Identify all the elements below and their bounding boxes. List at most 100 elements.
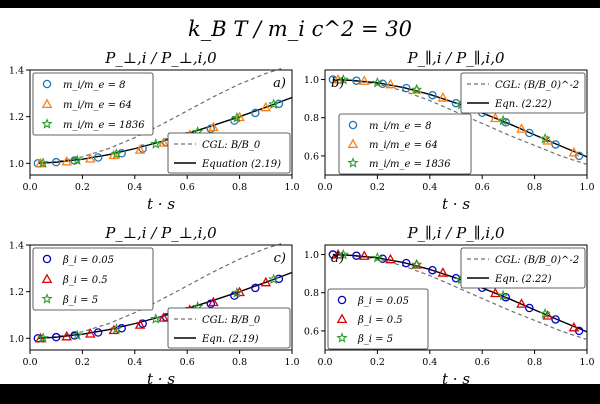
x-axis-label: t · s bbox=[147, 195, 175, 213]
legend-marker-star bbox=[41, 118, 53, 129]
data-point-triangle bbox=[516, 123, 527, 133]
legend-label: β_i = 5 bbox=[357, 334, 393, 345]
axes-frame-c bbox=[29, 244, 293, 351]
data-point-triangle bbox=[516, 298, 527, 308]
data-point-triangle bbox=[437, 92, 449, 102]
legend-marker-circle bbox=[348, 120, 358, 130]
legend-label: CGL: B/B_0 bbox=[202, 140, 261, 151]
data-point-triangle bbox=[158, 312, 169, 322]
y-tick-label: 0.8 bbox=[304, 113, 319, 124]
series-line-dashed bbox=[332, 78, 588, 166]
x-tick-label: 0.6 bbox=[475, 357, 490, 368]
y-tick-label: 1.2 bbox=[9, 112, 24, 123]
legend-label: Eqn. (2.22) bbox=[494, 99, 552, 110]
data-point-circle bbox=[274, 274, 284, 284]
data-point-triangle bbox=[260, 276, 272, 287]
data-point-circle bbox=[206, 299, 216, 309]
x-tick-label: 0.4 bbox=[127, 182, 142, 193]
x-tick-label: 0.4 bbox=[422, 182, 437, 193]
x-tick-label: 0.8 bbox=[232, 182, 247, 193]
data-point-star bbox=[110, 323, 123, 334]
x-tick-label: 0.6 bbox=[475, 182, 490, 193]
y-tick-label: 1.0 bbox=[9, 159, 24, 170]
legend-marker-star bbox=[41, 293, 53, 304]
axes-frame-d bbox=[324, 244, 588, 351]
data-point-triangle bbox=[568, 321, 580, 332]
data-point-circle bbox=[206, 124, 216, 134]
data-point-triangle bbox=[542, 135, 554, 145]
legend-frame bbox=[327, 288, 429, 350]
data-point-triangle bbox=[158, 137, 169, 147]
figure-background bbox=[0, 8, 600, 384]
legend-frame bbox=[338, 113, 472, 175]
x-tick-label: 0.8 bbox=[527, 357, 542, 368]
x-tick-label: 1.0 bbox=[579, 357, 594, 368]
legend-marker-triangle bbox=[336, 313, 348, 324]
x-tick-label: 1.0 bbox=[284, 357, 299, 368]
data-point-triangle bbox=[134, 144, 146, 154]
panel-c-title: P_⊥,i / P_⊥,i,0 bbox=[104, 224, 217, 242]
data-point-circle bbox=[428, 265, 437, 275]
data-point-triangle bbox=[61, 330, 72, 341]
legend-label: Equation (2.19) bbox=[201, 159, 281, 170]
data-point-triangle bbox=[358, 75, 370, 85]
panel-d: P_∥,i / P_∥,i,0 0.0 0.2 0.4 0.6 0.8 1.0 0.6 0.8 1… bbox=[304, 224, 595, 388]
legend-frame bbox=[460, 247, 586, 289]
data-point-star bbox=[411, 83, 423, 95]
data-point-star bbox=[37, 332, 49, 343]
panel-b-title: P_∥,i / P_∥,i,0 bbox=[406, 49, 505, 67]
x-tick-label: 0.0 bbox=[317, 357, 332, 368]
series-line-dashed bbox=[332, 253, 588, 341]
panel-b: P_∥,i / P_∥,i,0 0.0 0.2 0.4 0.6 0.8 1.0 0.6 0.8 1… bbox=[304, 49, 595, 213]
data-point-circle bbox=[274, 99, 284, 109]
data-point-star bbox=[150, 138, 162, 149]
data-point-star bbox=[539, 307, 551, 319]
data-point-triangle bbox=[358, 250, 370, 260]
data-point-star bbox=[268, 98, 280, 110]
panel-d-title: P_∥,i / P_∥,i,0 bbox=[406, 224, 505, 242]
data-point-circle bbox=[93, 153, 103, 162]
legend-marker-triangle bbox=[41, 98, 53, 109]
data-point-circle bbox=[352, 76, 361, 85]
x-tick-label: 0.6 bbox=[180, 357, 195, 368]
data-point-star bbox=[268, 273, 280, 285]
legend-label: m_i/m_e = 1836 bbox=[63, 120, 145, 131]
data-point-circle bbox=[352, 251, 361, 260]
y-tick-label: 1.0 bbox=[9, 334, 24, 345]
data-point-triangle bbox=[411, 259, 423, 269]
legend-label: CGL: (B/B_0)^-2 bbox=[495, 80, 579, 91]
y-tick-label: 0.6 bbox=[304, 151, 319, 162]
data-point-circle bbox=[525, 303, 534, 313]
x-tick-label: 0.2 bbox=[75, 357, 90, 368]
data-point-star bbox=[150, 313, 162, 324]
legend-marker-circle bbox=[42, 254, 52, 264]
y-tick-label: 1.4 bbox=[9, 66, 24, 77]
legend-label: β_i = 0.5 bbox=[357, 315, 403, 326]
legend-frame bbox=[32, 247, 154, 311]
legend-frame bbox=[167, 132, 291, 174]
data-point-circle bbox=[401, 83, 411, 93]
data-point-star bbox=[71, 329, 83, 341]
legend-frame bbox=[460, 72, 586, 114]
data-point-circle bbox=[401, 258, 411, 268]
axes-frame-b bbox=[324, 69, 588, 176]
data-point-star bbox=[337, 248, 349, 260]
data-point-triangle bbox=[260, 101, 272, 112]
data-point-star bbox=[231, 286, 243, 298]
legend-marker-star bbox=[336, 332, 348, 343]
data-point-triangle bbox=[108, 149, 120, 160]
x-axis-label: t · s bbox=[442, 195, 470, 213]
legend-label: β_i = 0.05 bbox=[357, 296, 409, 307]
data-point-triangle bbox=[411, 84, 423, 94]
legend-label: β_i = 0.05 bbox=[62, 255, 114, 266]
data-point-star bbox=[37, 157, 49, 168]
panel-label: a) bbox=[273, 76, 286, 91]
panel-c: P_⊥,i / P_⊥,i,0 0.0 0.2 0.4 0.6 0.8 1.0 1.0 1.2 1… bbox=[9, 224, 300, 388]
data-point-triangle bbox=[84, 153, 96, 163]
legend-marker-circle bbox=[337, 295, 347, 305]
data-point-circle bbox=[51, 157, 61, 167]
legend-marker-circle bbox=[42, 79, 52, 89]
axes-frame-a bbox=[29, 69, 293, 176]
